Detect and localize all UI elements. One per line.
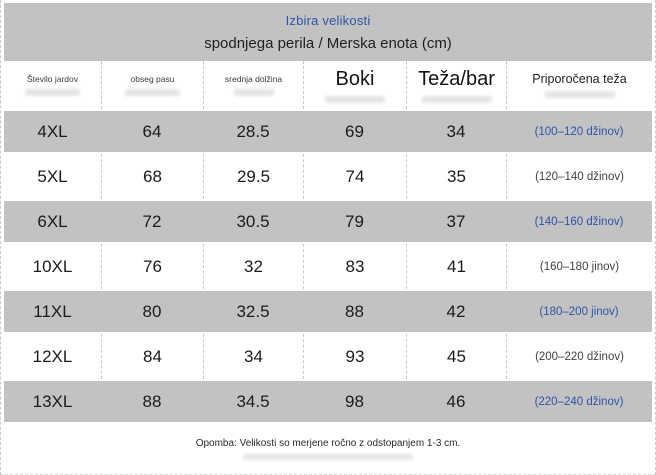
cell-length: 28.5 bbox=[236, 121, 270, 141]
cell-hips: 79 bbox=[345, 211, 364, 231]
ghost-text-artifact bbox=[243, 453, 413, 460]
ghost-text-artifact bbox=[544, 91, 615, 98]
cell-recommended-weight: (120–140 džinov) bbox=[506, 154, 652, 199]
cell-recommended-weight: (160–180 jinov) bbox=[506, 244, 652, 289]
cell-hips: 83 bbox=[303, 244, 406, 289]
cell-waist: 76 bbox=[101, 244, 203, 289]
cell-length: 29.5 bbox=[203, 154, 303, 199]
table-row-13xl: 13XL 88 34.5 98 46 (220–240 džinov) bbox=[4, 379, 652, 424]
column-header-size-label: Število jardov bbox=[26, 74, 79, 84]
column-header-recommended: Priporočena teža bbox=[506, 61, 652, 109]
cell-length: 34.5 bbox=[236, 391, 270, 411]
measurement-note: Opomba: Velikosti so merjene ročno z ods… bbox=[195, 437, 461, 449]
cell-hips: 88 bbox=[345, 301, 364, 321]
table-header-row: Število jardov obseg pasu srednja dolžin… bbox=[4, 61, 652, 109]
cell-size: 6XL bbox=[37, 211, 68, 231]
table-row-11xl: 11XL 80 32.5 88 42 (180–200 jinov) bbox=[4, 289, 652, 334]
column-header-weight-label: Teža/bar bbox=[418, 67, 495, 90]
cell-size: 10XL bbox=[32, 256, 73, 276]
ghost-text-artifact bbox=[25, 89, 80, 96]
cell-size: 12XL bbox=[32, 346, 73, 366]
chart-title: Izbira velikosti bbox=[285, 12, 371, 28]
cell-weight: 42 bbox=[446, 301, 466, 321]
cell-weight: 41 bbox=[406, 244, 506, 289]
cell-size: 5XL bbox=[37, 166, 68, 186]
table-row-6xl: 6XL 72 30.5 79 37 (140–160 džinov) bbox=[4, 199, 652, 244]
cell-waist: 64 bbox=[142, 121, 162, 141]
title-block: Izbira velikosti spodnjega perila / Mers… bbox=[4, 3, 652, 61]
ghost-text-artifact bbox=[125, 89, 180, 96]
footer-note-row: Opomba: Velikosti so merjene ročno z ods… bbox=[4, 424, 652, 473]
cell-waist: 88 bbox=[142, 391, 162, 411]
table-row-12xl: 12XL 84 34 93 45 (200–220 džinov) bbox=[4, 334, 652, 379]
column-header-length-label: srednja dolžina bbox=[224, 74, 283, 84]
cell-hips: 98 bbox=[345, 391, 364, 411]
column-header-hips-label: Boki bbox=[335, 67, 375, 90]
column-header-size: Število jardov bbox=[4, 61, 101, 109]
cell-recommended-weight: (140–160 džinov) bbox=[534, 215, 624, 228]
table-row-4xl: 4XL 64 28.5 69 34 (100–120 džinov) bbox=[4, 109, 652, 154]
column-header-waist: obseg pasu bbox=[101, 61, 203, 109]
cell-hips: 93 bbox=[303, 334, 406, 379]
column-header-waist-label: obseg pasu bbox=[130, 74, 175, 84]
table-row-5xl: 5XL 68 29.5 74 35 (120–140 džinov) bbox=[4, 154, 652, 199]
cell-size: 11XL bbox=[33, 301, 72, 321]
cell-hips: 74 bbox=[303, 154, 406, 199]
cell-recommended-weight: (180–200 jinov) bbox=[539, 305, 619, 318]
cell-length: 32 bbox=[203, 244, 303, 289]
table-row-10xl: 10XL 76 32 83 41 (160–180 jinov) bbox=[4, 244, 652, 289]
cell-length: 30.5 bbox=[236, 211, 270, 231]
column-header-recommended-label: Priporočena teža bbox=[532, 72, 627, 86]
ghost-text-artifact bbox=[325, 95, 385, 103]
cell-weight: 46 bbox=[446, 391, 466, 411]
cell-recommended-weight: (220–240 džinov) bbox=[534, 395, 624, 408]
cell-waist: 68 bbox=[101, 154, 203, 199]
cell-waist: 72 bbox=[142, 211, 162, 231]
cell-weight: 34 bbox=[446, 121, 466, 141]
cell-size: 13XL bbox=[32, 391, 73, 411]
cell-length: 34 bbox=[203, 334, 303, 379]
ghost-text-artifact bbox=[421, 95, 492, 103]
cell-weight: 45 bbox=[406, 334, 506, 379]
cell-waist: 84 bbox=[101, 334, 203, 379]
chart-subtitle: spodnjega perila / Merska enota (cm) bbox=[204, 34, 452, 52]
cell-recommended-weight: (100–120 džinov) bbox=[534, 125, 624, 138]
cell-size: 4XL bbox=[37, 121, 68, 141]
cell-recommended-weight: (200–220 džinov) bbox=[506, 334, 652, 379]
column-header-weight: Teža/bar bbox=[406, 61, 506, 109]
cell-waist: 80 bbox=[142, 301, 162, 321]
cell-weight: 37 bbox=[446, 211, 466, 231]
cell-hips: 69 bbox=[345, 121, 364, 141]
cell-length: 32.5 bbox=[236, 301, 270, 321]
ghost-text-artifact bbox=[233, 89, 274, 96]
column-header-hips: Boki bbox=[303, 61, 406, 109]
cell-weight: 35 bbox=[406, 154, 506, 199]
column-header-length: srednja dolžina bbox=[203, 61, 303, 109]
